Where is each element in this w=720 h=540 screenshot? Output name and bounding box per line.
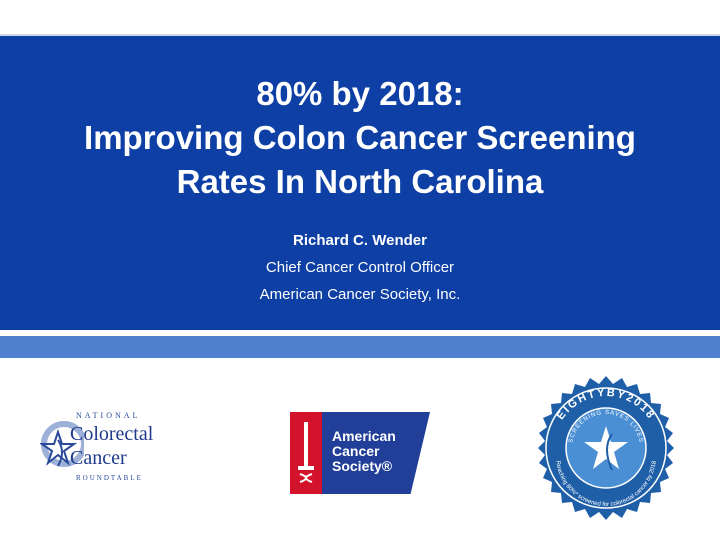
title-band xyxy=(0,36,720,330)
acs-line-1: American xyxy=(332,428,396,444)
top-rule xyxy=(0,34,720,36)
nccrt-star-icon xyxy=(40,421,84,467)
nccrt-colorectal-text: Colorectal xyxy=(70,423,154,445)
sword-icon xyxy=(298,422,314,483)
acs-wordmark: American Cancer Society® xyxy=(332,429,396,474)
acs-blue-panel xyxy=(322,412,430,494)
title-line-1: 80% by 2018: xyxy=(256,75,464,112)
presenter-name: Richard C. Wender xyxy=(293,232,427,249)
title-line-2: Improving Colon Cancer Screening xyxy=(84,119,636,156)
logo-row: NATIONAL Colorectal Cancer ROUNDTABLE Am… xyxy=(0,358,720,540)
slide-title: 80% by 2018: Improving Colon Cancer Scre… xyxy=(0,72,720,204)
acs-line-2: Cancer xyxy=(332,443,380,459)
presenter-role: Chief Cancer Control Officer xyxy=(265,259,455,276)
nccrt-logo: NATIONAL Colorectal Cancer ROUNDTABLE xyxy=(40,408,200,488)
presenter-block: Richard C. Wender Chief Cancer Control O… xyxy=(0,228,720,308)
presenter-organization: American Cancer Society, Inc. xyxy=(259,286,461,303)
eighty-by-2018-seal: EIGHTYBY2018 SCREENING SAVES LIVES Reach… xyxy=(538,376,674,520)
nccrt-cancer-text: Cancer xyxy=(70,447,127,469)
acs-line-3: Society® xyxy=(332,458,393,474)
accent-bar xyxy=(0,336,720,358)
seal-star-icon xyxy=(584,426,628,471)
gap-strip xyxy=(0,330,720,336)
title-line-3: Rates In North Carolina xyxy=(176,163,544,200)
acs-logo: American Cancer Society® xyxy=(290,412,430,494)
top-strip xyxy=(0,0,720,34)
nccrt-national-text: NATIONAL xyxy=(76,411,141,420)
nccrt-roundtable-text: ROUNDTABLE xyxy=(76,474,143,482)
